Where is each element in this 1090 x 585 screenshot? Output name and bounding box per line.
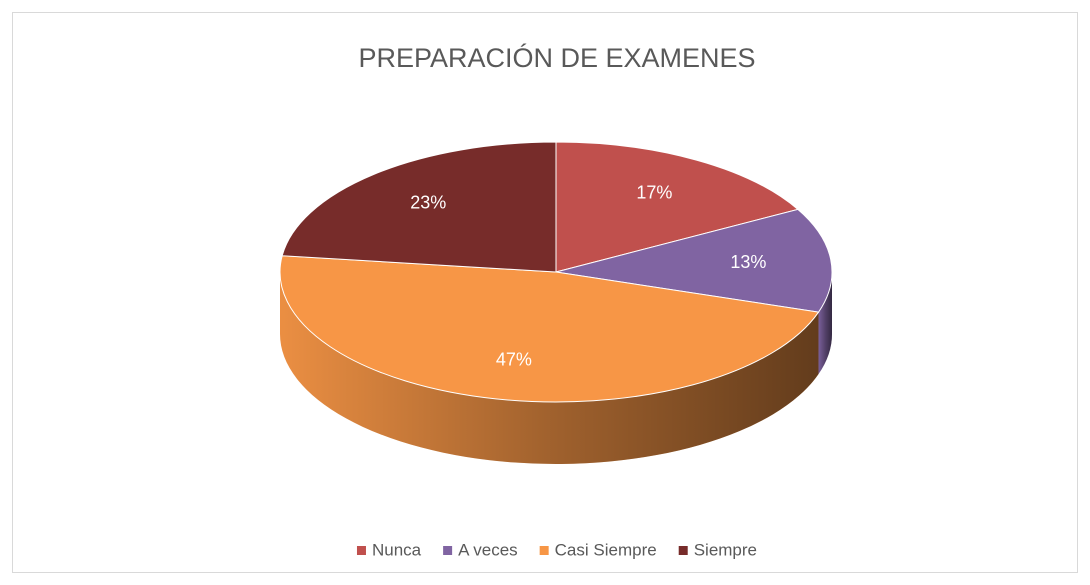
slice [555,141,799,273]
legend-swatch [678,546,688,555]
legend-label: Nunca [372,540,422,559]
slice-side-shade [818,272,832,375]
slice [555,208,833,313]
legend-swatch [356,546,366,555]
data-label: 23% [410,192,446,212]
legend-label: Siempre [694,540,757,559]
legend-label: Casi Siempre [555,540,657,559]
legend-swatch [539,546,549,555]
legend-swatch [443,546,453,555]
data-label: 47% [496,350,532,370]
slice [279,255,820,403]
slice [281,141,557,273]
slice-side-shade [280,272,819,464]
legend-label: A veces [458,540,518,559]
data-label: 17% [636,182,672,202]
chart-title: PREPARACIÓN DE EXAMENES [358,42,755,73]
data-label: 13% [730,252,766,272]
